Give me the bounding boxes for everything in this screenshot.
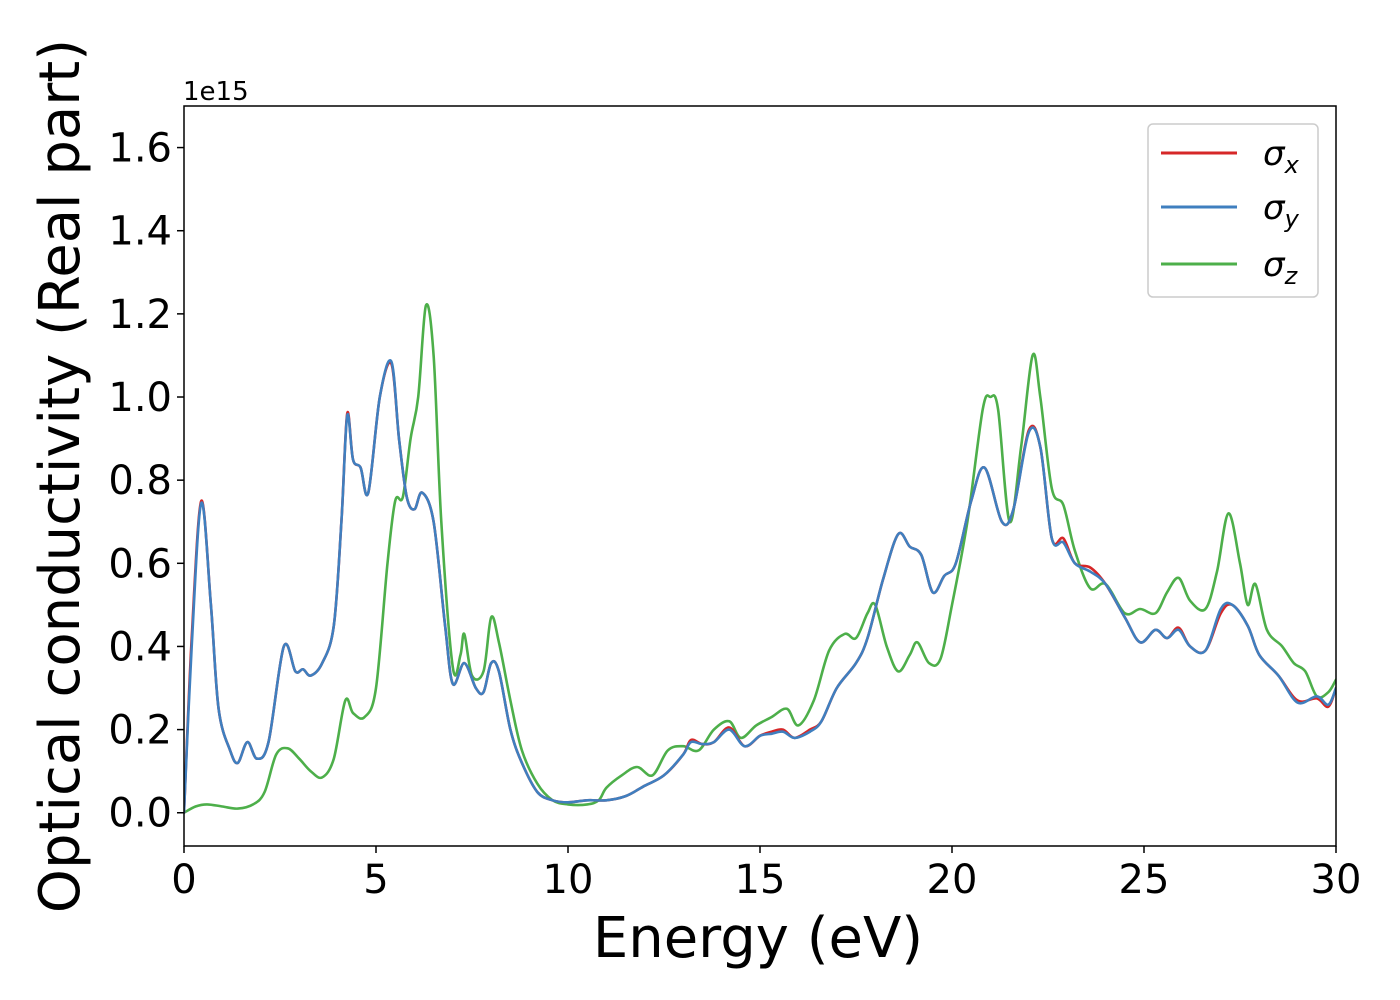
x-tick-label: 15 xyxy=(735,857,786,903)
x-tick-label: 5 xyxy=(363,857,388,903)
y-tick-label: 0.6 xyxy=(108,541,172,587)
y-tick-label: 0.8 xyxy=(108,458,172,504)
series-line-sigma-y xyxy=(184,359,1336,814)
x-tick-label: 10 xyxy=(543,857,594,903)
x-tick-label: 20 xyxy=(927,857,978,903)
y-tick-label: 0.2 xyxy=(108,708,172,754)
legend-box xyxy=(1147,123,1319,298)
y-offset-label: 1e15 xyxy=(183,77,249,107)
legend-label-sigma-y: σy xyxy=(1263,188,1300,233)
legend-label-sigma-z: σz xyxy=(1263,245,1299,290)
x-tick-label: 0 xyxy=(171,857,196,903)
y-tick-label: 0.0 xyxy=(108,791,172,837)
x-tick-label: 25 xyxy=(1119,857,1170,903)
y-tick-label: 1.2 xyxy=(108,292,172,338)
axes: 0 5 10 15 20 25 30 0.0 0.2 0.4 0.6 0.8 1.0 1.2 1.4 1.6 xyxy=(108,105,1362,903)
y-axis-title: Optical conductivity (Real part) xyxy=(28,39,93,913)
legend: σx σy σz xyxy=(1147,123,1319,298)
series-line-sigma-z xyxy=(184,302,1336,814)
y-tick-label: 1.6 xyxy=(108,126,172,172)
y-tick-label: 1.0 xyxy=(108,375,172,421)
series-line-sigma-x xyxy=(184,361,1336,814)
y-tick-label: 1.4 xyxy=(108,209,172,255)
series-lines xyxy=(184,302,1336,814)
plot-area xyxy=(184,302,1336,814)
y-tick-label: 0.4 xyxy=(108,624,172,670)
x-axis-title: Energy (eV) xyxy=(593,906,923,971)
x-tick-label: 30 xyxy=(1311,857,1362,903)
legend-label-sigma-x: σx xyxy=(1263,134,1300,179)
